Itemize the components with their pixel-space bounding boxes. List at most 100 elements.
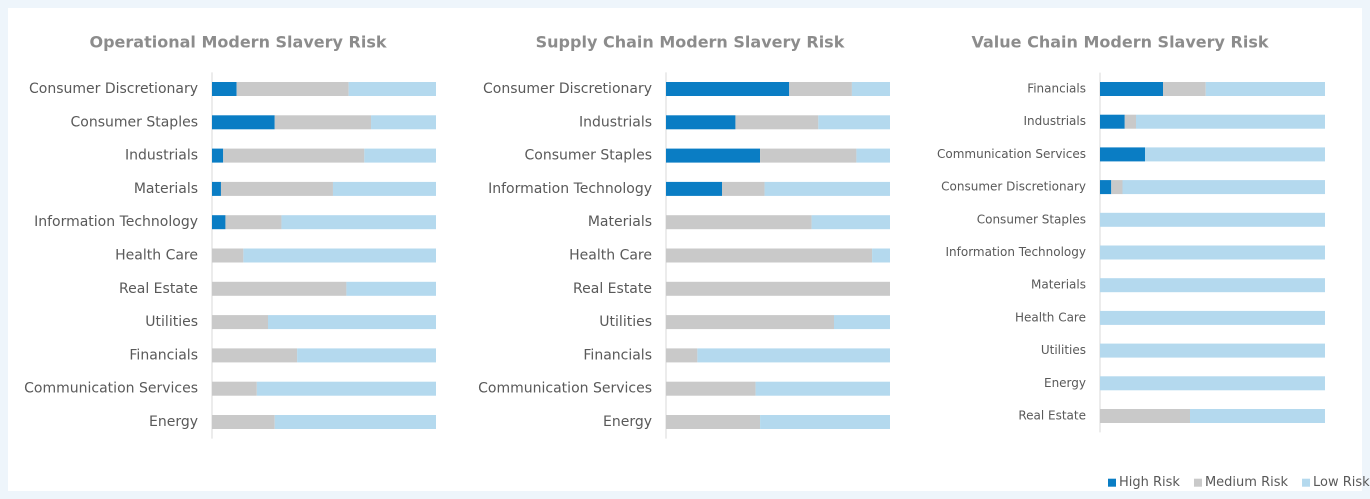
bar-segment <box>811 215 890 230</box>
category-label: Consumer Staples <box>525 148 652 164</box>
bar-segment <box>1100 147 1145 162</box>
bar-segment <box>666 281 890 296</box>
category-label: Materials <box>588 214 652 230</box>
bar-segment <box>818 115 890 130</box>
bar-segment <box>281 215 436 230</box>
bar-segment <box>666 115 736 130</box>
bar-segment <box>666 148 761 163</box>
bar-segment <box>1100 310 1325 325</box>
bar-segment <box>1100 409 1190 423</box>
bar-segment <box>1205 82 1325 96</box>
bar-segment <box>856 148 890 163</box>
bar-segment <box>735 115 819 130</box>
category-label: Industrials <box>579 114 652 130</box>
bar-segment <box>697 348 890 363</box>
bar-segment <box>666 82 790 96</box>
legend-swatch <box>1108 478 1116 487</box>
bar-segment <box>666 181 722 196</box>
legend-label: Low Risk <box>1313 475 1370 490</box>
bar-segment <box>297 348 436 363</box>
category-label: Consumer Discretionary <box>941 180 1086 194</box>
bar-segment <box>268 315 436 330</box>
bar-segment <box>212 215 226 230</box>
category-label: Materials <box>1031 278 1086 292</box>
bar-segment <box>274 415 436 429</box>
bar-segment <box>212 181 221 196</box>
bar-segment <box>274 115 372 130</box>
bar-segment <box>332 181 436 196</box>
legend-label: High Risk <box>1119 475 1180 490</box>
category-label: Utilities <box>145 314 198 330</box>
bar-segment <box>1100 180 1112 195</box>
bar-segment <box>666 381 756 396</box>
bar-segment <box>760 415 890 429</box>
legend-swatch <box>1193 478 1202 487</box>
legend-label: Medium Risk <box>1205 475 1289 490</box>
bar-segment <box>1100 82 1163 96</box>
category-label: Health Care <box>115 248 198 264</box>
category-label: Information Technology <box>488 181 652 197</box>
category-label: Utilities <box>1041 343 1086 357</box>
category-label: Communication Services <box>937 147 1086 161</box>
category-label: Financials <box>583 347 652 363</box>
bar-segment <box>212 348 298 363</box>
bar-segment <box>220 181 333 196</box>
bar-segment <box>1163 82 1206 96</box>
bar-segment <box>346 281 436 296</box>
bar-segment <box>243 248 436 263</box>
category-label: Consumer Discretionary <box>483 81 652 97</box>
bar-segment <box>1122 180 1325 195</box>
bar-segment <box>212 315 268 330</box>
bar-segment <box>348 82 436 96</box>
bar-segment <box>764 181 890 196</box>
bar-segment <box>212 148 224 163</box>
category-label: Real Estate <box>1018 409 1086 423</box>
bar-segment <box>212 82 237 96</box>
bar-segment <box>1100 114 1125 129</box>
bar-segment <box>666 248 873 263</box>
bar-segment <box>1190 409 1325 423</box>
legend-swatch <box>1302 478 1311 487</box>
bar-segment <box>666 315 834 330</box>
bar-segment <box>364 148 436 163</box>
category-label: Information Technology <box>34 214 198 230</box>
category-label: Consumer Staples <box>977 212 1086 226</box>
chart-title: Operational Modern Slavery Risk <box>90 33 387 52</box>
category-label: Industrials <box>125 148 198 164</box>
bar-segment <box>1136 114 1325 129</box>
category-label: Energy <box>1044 376 1086 390</box>
category-label: Industrials <box>1023 114 1086 128</box>
bar-segment <box>789 82 852 96</box>
bar-segment <box>851 82 890 96</box>
bar-segment <box>666 215 812 230</box>
category-label: Financials <box>1027 82 1086 96</box>
category-label: Real Estate <box>573 281 652 297</box>
bar-segment <box>1100 245 1325 260</box>
chart-title: Value Chain Modern Slavery Risk <box>972 33 1269 52</box>
bar-segment <box>371 115 436 130</box>
bar-segment <box>834 315 890 330</box>
bar-segment <box>1100 376 1325 391</box>
category-label: Communication Services <box>24 381 198 397</box>
bar-segment <box>212 381 257 396</box>
bar-segment <box>722 181 765 196</box>
bar-segment <box>1100 278 1325 293</box>
bar-segment <box>1100 212 1325 227</box>
category-label: Communication Services <box>478 381 652 397</box>
category-label: Materials <box>134 181 198 197</box>
bar-segment <box>1111 180 1123 195</box>
bar-segment <box>1145 147 1325 162</box>
category-label: Information Technology <box>946 245 1087 259</box>
category-label: Health Care <box>1015 310 1086 324</box>
bar-segment <box>212 115 275 130</box>
category-label: Consumer Staples <box>71 114 198 130</box>
bar-segment <box>212 248 244 263</box>
chart-title: Supply Chain Modern Slavery Risk <box>536 33 845 52</box>
bar-segment <box>666 415 761 429</box>
bar-segment <box>256 381 436 396</box>
category-label: Real Estate <box>119 281 198 297</box>
bar-segment <box>212 415 275 429</box>
category-label: Consumer Discretionary <box>29 81 198 97</box>
bar-segment <box>755 381 890 396</box>
